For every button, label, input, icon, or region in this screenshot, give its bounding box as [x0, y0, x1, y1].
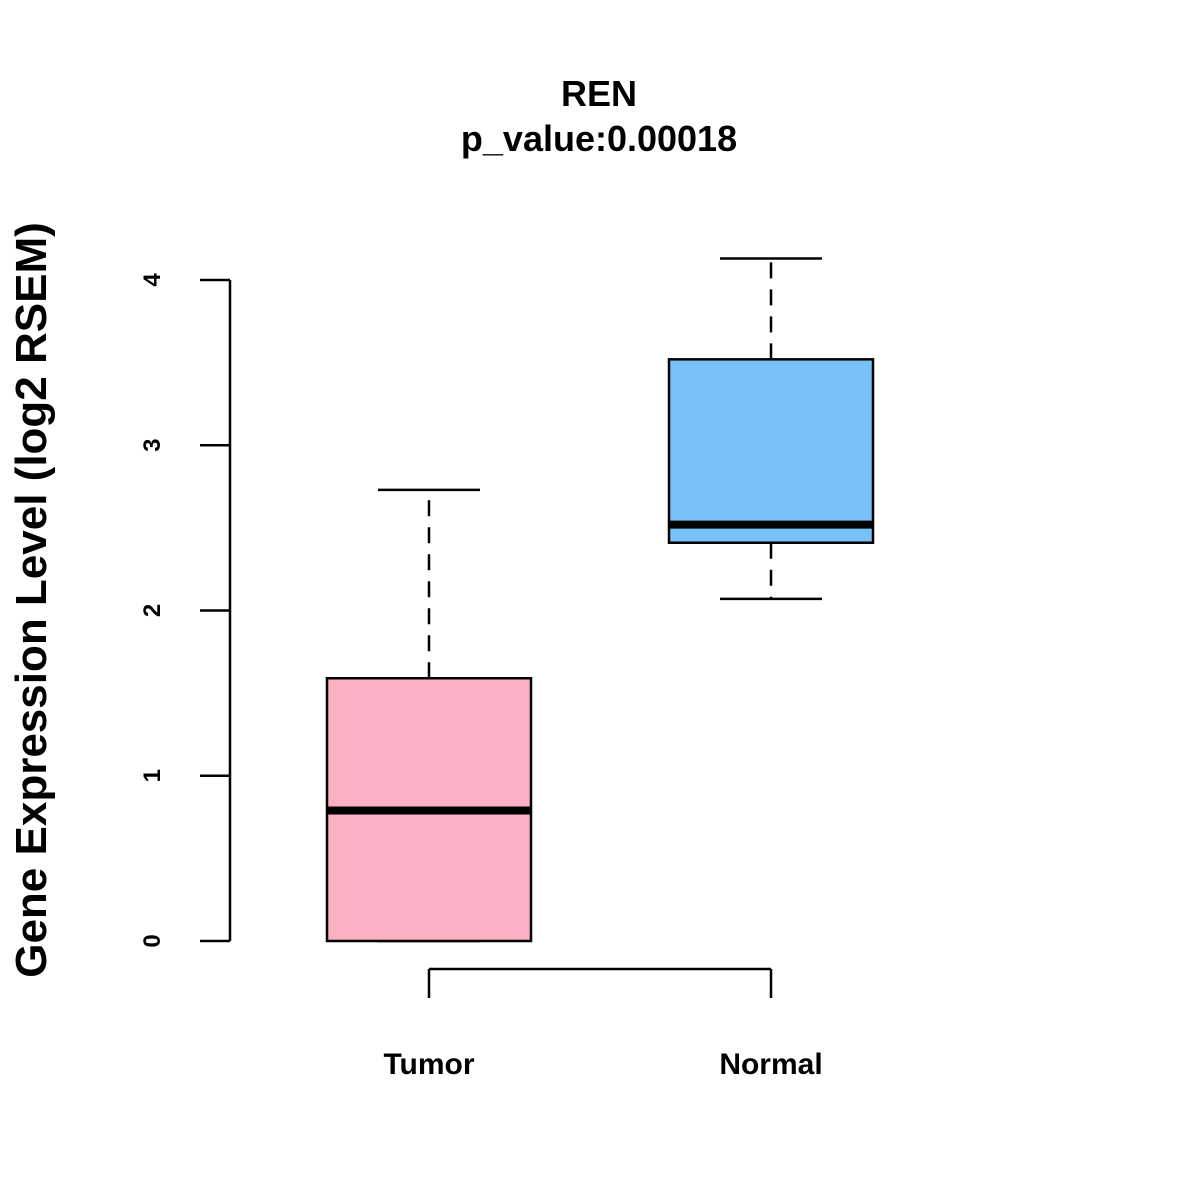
y-tick-label-2: 2 [139, 604, 166, 617]
y-axis: 0 1 2 3 4 [139, 273, 232, 948]
x-tick-label-0: Tumor [383, 1048, 474, 1081]
y-tick-label-4: 4 [139, 273, 166, 287]
y-axis-label: Gene Expression Level (log2 RSEM) [7, 222, 56, 978]
boxes [325, 257, 875, 943]
y-tick-label-3: 3 [139, 439, 166, 452]
x-tick-label-1: Normal [719, 1048, 822, 1081]
chart-title: REN [561, 73, 637, 114]
y-tick-label-1: 1 [139, 769, 166, 782]
normal-box [667, 358, 875, 544]
chart-subtitle: p_value:0.00018 [461, 118, 737, 159]
y-tick-label-0: 0 [139, 934, 166, 947]
x-axis: Tumor Normal [383, 967, 823, 1081]
